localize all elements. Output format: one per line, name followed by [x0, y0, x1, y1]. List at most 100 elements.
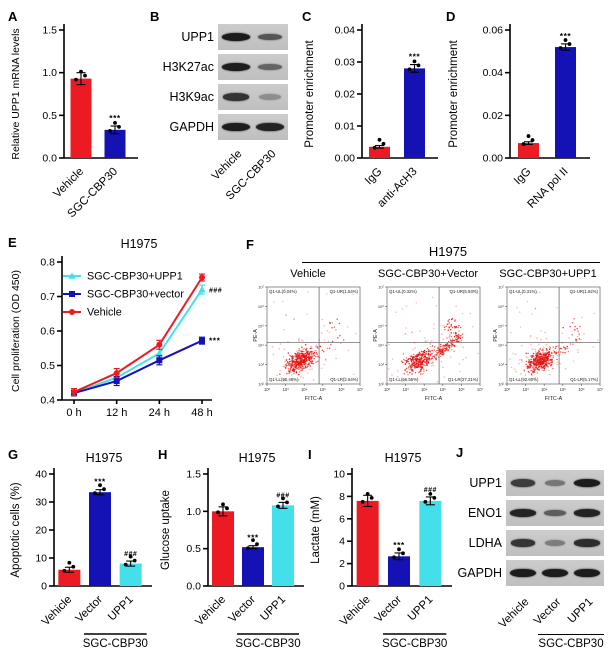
- y-tick-label: 0.5: [42, 110, 57, 122]
- flow-x-axis-label: FITC-A: [305, 396, 323, 402]
- flow-plot-SGC-CBP30+UPP1: Q1-UL(0.31%) Q1-UR(1.92%) Q1-LL(92.60%) Q1-…: [493, 285, 604, 403]
- y-tick-label: 1.5: [186, 469, 201, 481]
- blot-band: [256, 122, 284, 132]
- bar-Vehicle: [212, 511, 234, 586]
- flow-x-tick: 10⁵: [440, 387, 447, 392]
- y-tick-label: 0.04: [335, 25, 356, 37]
- significance-marker: ***: [560, 31, 572, 41]
- significance-marker: ###: [276, 492, 289, 499]
- flow-y-tick: 10⁴: [258, 343, 264, 348]
- flow-x-tick: 10²: [264, 387, 271, 392]
- significance-marker: ###: [424, 487, 437, 494]
- blot-band: [574, 539, 600, 547]
- blot-band: [510, 509, 536, 517]
- panel-c-bar-chart: 0.00 0.01 0.02 0.03 0.04 Promoter enrichment I…: [304, 24, 438, 210]
- data-point: [423, 499, 428, 504]
- y-tick-label: 0.8: [40, 257, 55, 269]
- blot-row-label: GAPDH: [169, 120, 214, 134]
- quadrant-label-ll: Q1-LL(95.48%): [269, 377, 299, 382]
- flow-condition-labels: Vehicle SGC-CBP30+Vector SGC-CBP30+UPP1: [250, 268, 606, 280]
- y-tick-label: 6: [339, 513, 345, 525]
- y-tick-label: 1.0: [42, 67, 57, 79]
- series-marker: [69, 309, 75, 315]
- blot-band: [258, 63, 282, 71]
- y-tick-label: 0.01: [335, 121, 356, 133]
- x-category-label: UPP1: [106, 594, 136, 624]
- panel-a: A 0.0 0.5 1.0 1.5 Relative UPP1 mRNA levels V…: [6, 6, 148, 228]
- bar-IgG: [518, 143, 539, 158]
- data-point: [93, 491, 97, 496]
- chart-title: H1975: [239, 451, 276, 465]
- series-SGC-CBP30+vector: [71, 336, 205, 397]
- y-tick-label: 10: [35, 553, 47, 565]
- y-tick-label: 8: [339, 491, 345, 503]
- flow-y-tick: 10³: [378, 362, 384, 367]
- blot-band: [574, 479, 600, 487]
- data-point: [102, 487, 106, 492]
- flow-x-tick: 10⁵: [560, 387, 567, 392]
- flow-condition-label: SGC-CBP30+UPP1: [499, 268, 597, 280]
- bar-IgG: [369, 146, 390, 158]
- flow-y-tick: 10⁵: [498, 323, 504, 328]
- legend-label: SGC-CBP30+vector: [87, 289, 184, 301]
- panel-j-western-blot: UPP1 ENO1 LDHA GAPDH Vehicle Vector UPP1 SGC-CB…: [456, 444, 608, 666]
- y-tick-label: 1.0: [186, 506, 201, 518]
- flow-plot-Vehicle: Q1-UL(0.04%) Q1-UR(1.54%) Q1-LL(95.48%) Q1-…: [253, 285, 364, 403]
- flow-title-underline: [302, 262, 600, 263]
- data-point: [563, 38, 568, 42]
- data-point: [255, 542, 259, 547]
- data-point: [281, 496, 285, 501]
- significance-marker: ***: [109, 113, 121, 123]
- series-SGC-CBP30+UPP1: [70, 284, 206, 397]
- x-tick-label: 24 h: [149, 407, 170, 419]
- series-marker: [71, 389, 77, 396]
- chart-title: H1975: [121, 237, 158, 251]
- data-point: [108, 128, 112, 133]
- y-tick-label: 0.02: [483, 110, 504, 122]
- quadrant-label-lr: Q1-LR(27.21%): [448, 377, 479, 382]
- data-point: [117, 124, 121, 129]
- blot-row-label: H3K27ac: [162, 60, 214, 74]
- scatter-dots: [272, 288, 358, 382]
- data-point: [67, 560, 72, 565]
- significance-marker: ###: [209, 288, 222, 295]
- blot-band: [221, 63, 251, 71]
- panel-h-bar-chart: 0.0 0.5 1.0 1.5 Glucose uptake H1975 Vehicle **…: [160, 451, 304, 650]
- quadrant-label-ul: Q1-UL(0.32%): [389, 289, 417, 294]
- significance-marker: ***: [409, 52, 421, 62]
- blot-strip-H3K27ac: [218, 54, 288, 80]
- quadrant-label-ur: Q1-UR(1.54%): [330, 289, 359, 294]
- panel-h: H 0.0 0.5 1.0 1.5 Glucose uptake H1975 Vehicle…: [156, 444, 308, 666]
- blot-strip-LDHA: [506, 530, 604, 556]
- blot-band: [574, 509, 600, 517]
- data-point: [377, 137, 382, 142]
- blot-row-label: H3K9ac: [169, 90, 214, 104]
- data-point: [428, 491, 433, 496]
- flow-y-axis-label: PE-A: [493, 329, 499, 342]
- bar-UPP1: [119, 563, 142, 586]
- data-point: [83, 73, 87, 78]
- y-tick-label: 0.06: [483, 25, 504, 37]
- data-point: [71, 564, 76, 569]
- blot-band: [221, 122, 251, 132]
- series-marker: [69, 291, 75, 297]
- panel-i-bar-chart: 0 2 4 6 8 10 Lactate (mM) H1975 Vehicle *** Vector…: [310, 451, 452, 650]
- flow-x-tick: 10³: [403, 387, 410, 392]
- y-tick-label: 2: [339, 558, 345, 570]
- significance-marker: ###: [124, 551, 137, 558]
- y-tick-label: 0.6: [40, 326, 55, 338]
- blot-strip-UPP1: [506, 470, 604, 496]
- data-point: [74, 77, 78, 82]
- y-axis-label: Lactate (mM): [310, 496, 322, 564]
- series-marker: [68, 272, 76, 279]
- flow-x-tick: 10⁷: [597, 387, 604, 392]
- blot-band: [574, 568, 600, 578]
- series-Vehicle: [71, 273, 205, 397]
- bar-UPP1: [419, 500, 442, 586]
- quadrant-label-ur: Q1-UR(1.92%): [570, 289, 599, 294]
- flow-condition-label: SGC-CBP30+Vector: [378, 268, 478, 280]
- data-point: [251, 538, 255, 543]
- y-tick-label: 0.0: [42, 153, 57, 165]
- x-tick-label: 0 h: [66, 407, 81, 419]
- panel-e-line-chart: 0.4 0.5 0.6 0.7 0.8 0 h 12 h 24 h 48 h Cell proli…: [10, 237, 222, 419]
